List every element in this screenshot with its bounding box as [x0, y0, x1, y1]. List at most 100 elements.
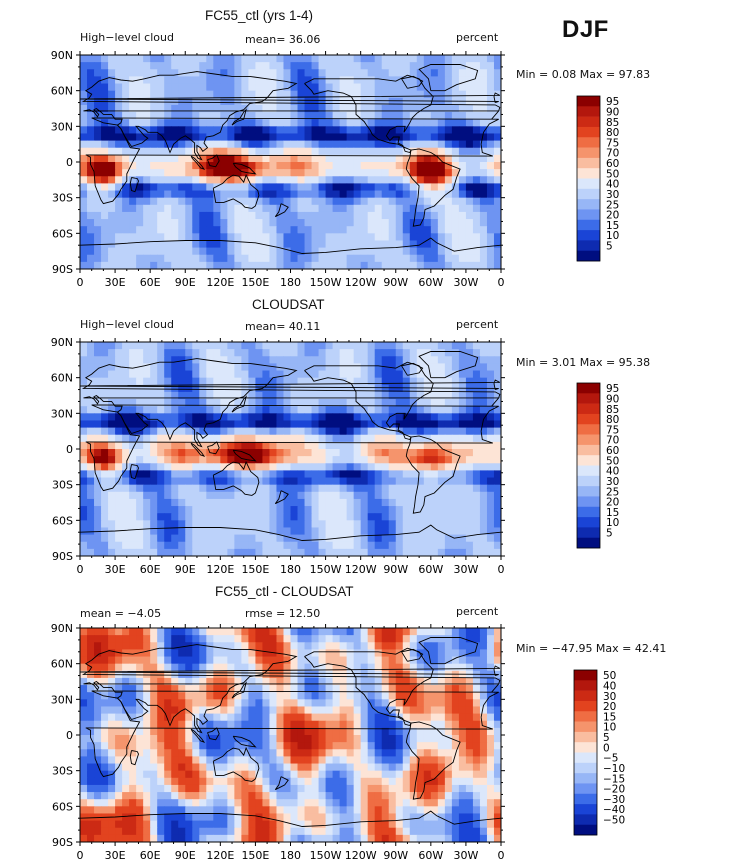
colorbar-swatch — [577, 465, 600, 477]
lon-tick-label: 120W — [345, 276, 377, 289]
colorbar-label: 40 — [606, 179, 619, 191]
panel-1-title: FC55_ctl (yrs 1-4) — [205, 8, 314, 23]
panel-2-title: CLOUDSAT — [252, 297, 325, 312]
lon-tick-label: 0 — [77, 276, 84, 289]
colorbar-label: −50 — [603, 815, 625, 827]
colorbar-label: 40 — [606, 466, 619, 478]
lon-tick-label: 180 — [280, 849, 301, 862]
lon-tick-label: 150E — [241, 276, 269, 289]
panel-1-units: percent — [456, 31, 499, 44]
lon-tick-label: 180 — [280, 563, 301, 576]
lon-tick-label: 90W — [383, 849, 408, 862]
colorbar-label: 25 — [606, 486, 619, 498]
coastlines-3 — [80, 637, 501, 827]
colorbar-swatch — [577, 137, 600, 148]
colorbar-label: −5 — [603, 753, 618, 765]
lat-tick-label: 0 — [66, 156, 73, 169]
lat-tick-label: 30N — [51, 407, 73, 420]
colorbar-label: 95 — [606, 383, 619, 395]
colorbar-swatch — [574, 773, 597, 784]
colorbar-label: 20 — [606, 497, 619, 509]
colorbar-swatch — [574, 752, 597, 764]
lat-tick-label: 60S — [52, 514, 73, 527]
lat-tick-label: 90S — [52, 550, 73, 563]
lon-tick-label: 30W — [453, 563, 478, 576]
colorbar-swatch — [577, 424, 600, 435]
panel-1-minmax: Min = 0.08 Max = 97.83 — [516, 68, 651, 81]
colorbar-label: 25 — [606, 199, 619, 211]
colorbar-swatch — [577, 403, 600, 415]
colorbar-swatch — [574, 824, 597, 836]
lon-tick-label: 90W — [383, 563, 408, 576]
lon-tick-label: 180 — [280, 276, 301, 289]
colorbar-swatch — [577, 517, 600, 528]
season-label: DJF — [562, 16, 609, 43]
colorbar-label: 15 — [606, 507, 619, 519]
colorbar-label: 50 — [606, 455, 619, 467]
colorbar-swatch — [577, 126, 600, 138]
map-panel-1: 90N 60N 30N 0 30S 60S 90S 0 30E 60E 90E 120E 150E 180… — [51, 49, 505, 289]
colorbar-label: 40 — [603, 680, 616, 692]
colorbar-swatch — [577, 455, 600, 466]
colorbar-swatch — [577, 178, 600, 190]
colorbar-swatch — [577, 106, 600, 117]
lon-tick-label: 60E — [140, 849, 161, 862]
lat-tick-label: 60S — [52, 227, 73, 240]
lon-tick-label: 0 — [77, 849, 84, 862]
colorbar-label: 60 — [606, 445, 619, 457]
panel-2-units: percent — [456, 318, 499, 331]
colorbar-swatch — [577, 413, 600, 425]
colorbar-swatch — [577, 486, 600, 497]
lon-tick-label: 150W — [310, 563, 342, 576]
lat-tick-label: 90N — [51, 336, 73, 349]
panel-3-mean: mean = −4.05 — [80, 607, 162, 620]
colorbar-swatch — [574, 670, 597, 681]
lon-tick-label: 60W — [418, 563, 443, 576]
colorbar-swatch — [577, 475, 600, 487]
colorbar-label: 0 — [603, 742, 610, 754]
lon-tick-label: 0 — [498, 563, 505, 576]
lat-tick-label: 30S — [52, 192, 73, 205]
colorbar-swatch — [577, 383, 600, 394]
lon-tick-label: 0 — [498, 276, 505, 289]
colorbar-label: 75 — [606, 137, 619, 149]
lon-tick-label: 90E — [175, 276, 196, 289]
lon-tick-label: 90E — [175, 563, 196, 576]
colorbar-swatch — [577, 188, 600, 200]
lon-tick-label: 120E — [206, 563, 234, 576]
colorbar-swatch — [577, 230, 600, 241]
coastlines-1 — [80, 64, 501, 254]
lon-tick-label: 60W — [418, 849, 443, 862]
colorbar-swatch — [574, 742, 597, 753]
colorbar-swatch — [574, 721, 597, 733]
colorbar-label: −40 — [603, 804, 625, 816]
colorbar-swatch — [577, 199, 600, 210]
colorbar-label: 5 — [606, 528, 613, 540]
colorbar-label: 60 — [606, 158, 619, 170]
colorbar-label: −15 — [603, 773, 625, 785]
panel-1-mean: mean= 36.06 — [245, 33, 321, 46]
panel-1-left-label: High−level cloud — [80, 31, 174, 44]
colorbar-swatch — [574, 711, 597, 722]
panel-2-left-label: High−level cloud — [80, 318, 174, 331]
colorbar-swatch — [577, 209, 600, 221]
lat-tick-label: 90S — [52, 836, 73, 849]
colorbar-swatch — [577, 434, 600, 446]
lat-tick-label: 60N — [51, 658, 73, 671]
lon-tick-label: 120E — [206, 849, 234, 862]
panel-2-minmax: Min = 3.01 Max = 95.38 — [516, 356, 651, 369]
lat-tick-label: 90S — [52, 263, 73, 276]
lon-tick-label: 0 — [498, 849, 505, 862]
colorbar-swatch — [577, 157, 600, 169]
colorbar-label: 10 — [606, 230, 619, 242]
colorbar-label: 85 — [606, 404, 619, 416]
lon-tick-label: 30E — [105, 276, 126, 289]
colorbar-label: 10 — [606, 517, 619, 529]
lon-tick-label: 30W — [453, 849, 478, 862]
colorbar-label: 5 — [603, 732, 610, 744]
lat-tick-label: 0 — [66, 729, 73, 742]
